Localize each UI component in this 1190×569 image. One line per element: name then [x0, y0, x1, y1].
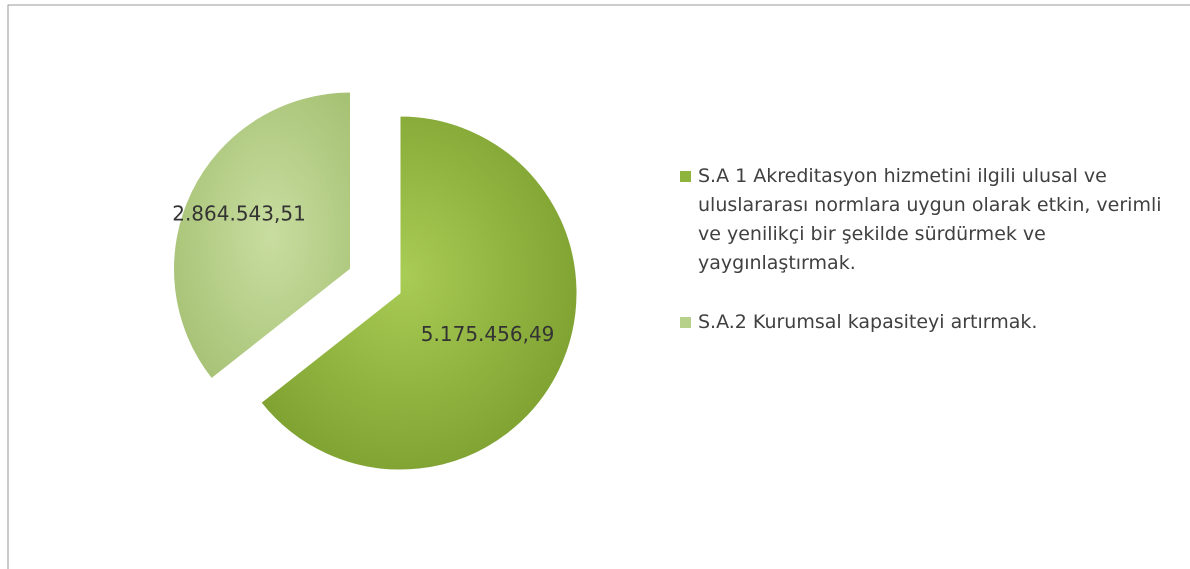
legend-item: S.A.2 Kurumsal kapasiteyi artırmak. — [678, 308, 1168, 337]
legend-item: S.A 1 Akreditasyon hizmetini ilgili ulus… — [678, 162, 1168, 278]
data-label: 2.864.543,51 — [172, 201, 306, 225]
legend-label: S.A.2 Kurumsal kapasiteyi artırmak. — [698, 311, 1038, 333]
legend: S.A 1 Akreditasyon hizmetini ilgili ulus… — [678, 162, 1168, 367]
frame — [7, 4, 1190, 569]
pie-slice — [260, 115, 578, 471]
legend-swatch — [680, 317, 691, 328]
pie-slice — [173, 91, 352, 380]
legend-label: S.A 1 Akreditasyon hizmetini ilgili ulus… — [698, 165, 1162, 274]
legend-swatch — [680, 171, 691, 182]
data-label: 5.175.456,49 — [421, 322, 555, 346]
